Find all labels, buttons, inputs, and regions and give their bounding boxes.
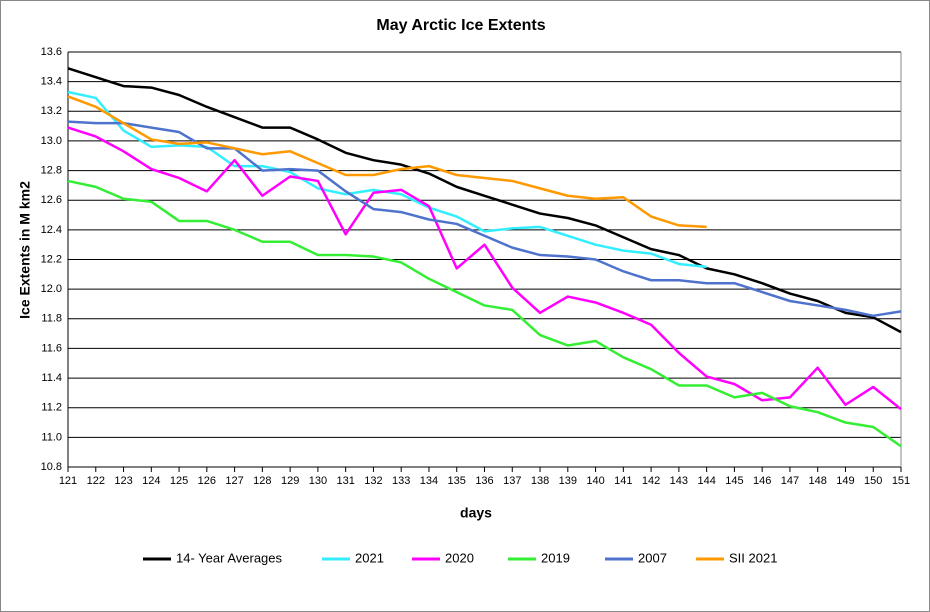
- legend-label: SII 2021: [729, 550, 777, 565]
- x-tick-label: 151: [892, 475, 910, 487]
- x-tick-label: 148: [809, 475, 827, 487]
- y-tick-label: 11.2: [41, 402, 62, 414]
- x-tick-label: 141: [614, 475, 632, 487]
- x-tick-label: 126: [198, 475, 216, 487]
- x-tick-label: 122: [87, 475, 105, 487]
- x-tick-label: 142: [642, 475, 660, 487]
- series-line: [67, 120, 902, 318]
- x-tick-label: 150: [864, 475, 882, 487]
- x-tick-label: 130: [309, 475, 327, 487]
- x-tick-label: 121: [59, 475, 77, 487]
- x-tick-label: 123: [114, 475, 132, 487]
- y-tick-label: 13.4: [41, 76, 62, 88]
- chart-title: May Arctic Ice Extents: [376, 17, 545, 34]
- y-tick-label: 13.0: [41, 135, 62, 147]
- x-tick-label: 147: [781, 475, 799, 487]
- x-tick-label: 136: [475, 475, 493, 487]
- legend-label: 2021: [355, 550, 384, 565]
- y-tick-label: 12.6: [41, 194, 62, 206]
- y-tick-label: 12.4: [41, 224, 62, 236]
- x-tick-label: 133: [392, 475, 410, 487]
- y-tick-label: 11.8: [41, 313, 62, 325]
- x-tick-label: 129: [281, 475, 299, 487]
- y-tick-label: 11.6: [41, 342, 62, 354]
- x-tick-label: 144: [697, 475, 715, 487]
- x-tick-label: 131: [336, 475, 354, 487]
- x-tick-label: 140: [586, 475, 604, 487]
- y-tick-label: 11.4: [41, 372, 62, 384]
- x-tick-label: 143: [670, 475, 688, 487]
- x-tick-label: 149: [836, 475, 854, 487]
- legend-label: 2007: [638, 550, 667, 565]
- legend-label: 2019: [541, 550, 570, 565]
- x-tick-label: 146: [753, 475, 771, 487]
- y-tick-label: 13.2: [41, 105, 62, 117]
- y-axis-label: Ice Extents in M km2: [17, 181, 33, 319]
- x-tick-label: 137: [503, 475, 521, 487]
- y-tick-label: 13.6: [41, 46, 62, 58]
- y-tick-label: 12.2: [41, 253, 62, 265]
- x-tick-label: 139: [559, 475, 577, 487]
- x-tick-label: 124: [142, 475, 160, 487]
- x-axis-label: days: [460, 505, 492, 521]
- x-tick-label: 125: [170, 475, 188, 487]
- series-line: [67, 126, 902, 411]
- y-tick-label: 10.8: [41, 461, 62, 473]
- x-tick-label: 138: [531, 475, 549, 487]
- x-tick-label: 145: [725, 475, 743, 487]
- x-tick-label: 127: [225, 475, 243, 487]
- y-tick-label: 12.8: [41, 164, 62, 176]
- series-line: [67, 179, 902, 448]
- x-tick-label: 135: [448, 475, 466, 487]
- x-tick-label: 128: [253, 475, 271, 487]
- series-line: [67, 95, 707, 229]
- y-tick-label: 12.0: [41, 283, 62, 295]
- x-tick-label: 132: [364, 475, 382, 487]
- legend-label: 2020: [445, 550, 474, 565]
- legend-label: 14- Year Averages: [176, 550, 283, 565]
- x-tick-label: 134: [420, 475, 438, 487]
- y-tick-label: 11.0: [41, 431, 62, 443]
- series-line: [67, 67, 902, 334]
